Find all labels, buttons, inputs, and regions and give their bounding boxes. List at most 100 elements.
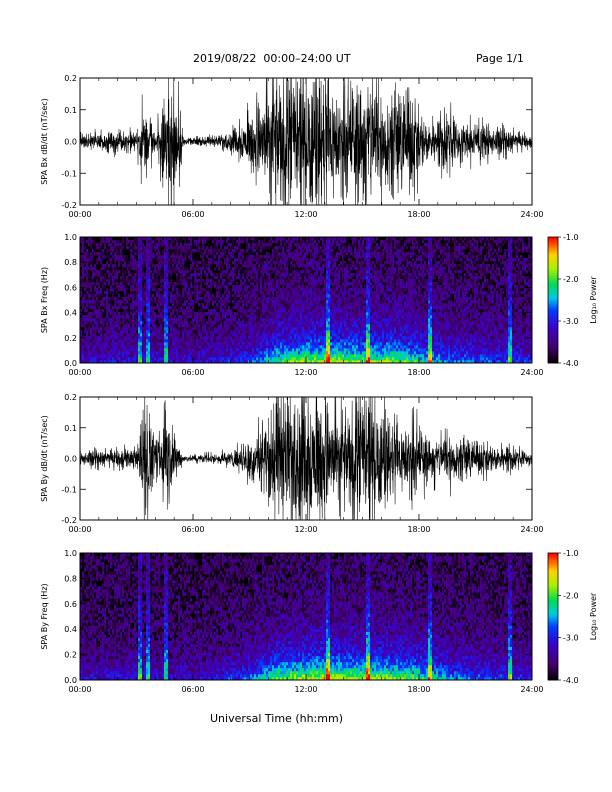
spectrogram-cell xyxy=(104,276,107,280)
spectrogram-cell xyxy=(82,282,85,286)
spectrogram-cell xyxy=(108,315,111,319)
spectrogram-cell xyxy=(82,261,85,265)
spectrogram-cell xyxy=(114,300,117,304)
spectrogram-cell xyxy=(128,246,131,250)
spectrogram-cell xyxy=(116,249,119,253)
spectrogram-cell xyxy=(82,264,85,268)
spectrogram-cell xyxy=(130,327,133,331)
spectrogram-cell xyxy=(98,255,101,259)
spectrogram-cell xyxy=(130,339,133,343)
spectrogram-cell xyxy=(132,354,135,358)
spectrogram-cell xyxy=(128,360,131,364)
spectrogram-cell xyxy=(84,315,87,319)
spectrogram-cell xyxy=(120,315,123,319)
spectrogram-cell xyxy=(122,237,125,241)
spectrogram-cell xyxy=(130,261,133,265)
spectrogram-cell xyxy=(82,318,85,322)
plot-frame xyxy=(79,77,533,206)
spectrogram-cell xyxy=(94,354,97,358)
spectrogram-cell xyxy=(104,255,107,259)
spectrogram-cell xyxy=(92,276,95,280)
spectrogram-cell xyxy=(100,303,103,307)
spectrogram-cell xyxy=(92,297,95,301)
spectrogram-cell xyxy=(96,252,99,256)
spectrogram-cell xyxy=(108,324,111,328)
spectrogram-cell xyxy=(120,288,123,292)
spectrogram-cell xyxy=(82,237,85,241)
spectrogram-cell xyxy=(94,285,97,289)
spectrogram-cell xyxy=(100,318,103,322)
spectrogram-cell xyxy=(104,333,107,337)
spectrogram-cell xyxy=(116,276,119,280)
spectrogram-cell xyxy=(98,318,101,322)
spectrogram-cell xyxy=(96,357,99,361)
spectrogram-cell xyxy=(94,267,97,271)
spectrogram-cell xyxy=(96,351,99,355)
spectrogram-cell xyxy=(126,270,129,274)
spectrogram-cell xyxy=(104,318,107,322)
spectrogram-cell xyxy=(116,339,119,343)
spectrogram-cell xyxy=(106,279,109,283)
spectrogram-cell xyxy=(88,357,91,361)
spectrogram-cell xyxy=(122,339,125,343)
spectrogram-cell xyxy=(98,321,101,325)
spectrogram-cell xyxy=(130,333,133,337)
spectrogram-cell xyxy=(96,348,99,352)
y-tick-label: -0.1 xyxy=(61,169,77,178)
spectrogram-cell xyxy=(96,297,99,301)
spectrogram-cell xyxy=(94,351,97,355)
spectrogram-cell xyxy=(138,306,141,310)
spectrogram-cell xyxy=(122,258,125,262)
spectrogram-cell xyxy=(102,309,105,313)
spectrogram-cell xyxy=(92,282,95,286)
spectrogram-cell xyxy=(120,282,123,286)
spectrogram-cell xyxy=(102,360,105,364)
spectrogram-cell xyxy=(124,273,127,277)
spectrogram-cell xyxy=(130,264,133,268)
spectrogram-cell xyxy=(140,348,143,352)
spectrogram-cell xyxy=(116,255,119,259)
spectrogram-cell xyxy=(96,279,99,283)
spectrogram-cell xyxy=(108,297,111,301)
spectrogram-cell xyxy=(128,330,131,334)
spectrogram-cell xyxy=(96,321,99,325)
spectrogram-cell xyxy=(134,348,137,352)
spectrogram-cell xyxy=(140,345,143,349)
spectrogram-cell xyxy=(106,309,109,313)
spectrogram-cell xyxy=(132,351,135,355)
spectrogram-cell xyxy=(134,357,137,361)
spectrogram-cell xyxy=(92,306,95,310)
spectrogram-cell xyxy=(136,327,139,331)
spectrogram-cell xyxy=(132,342,135,346)
spectrogram-cell xyxy=(86,348,89,352)
spectrogram-cell xyxy=(134,273,137,277)
spectrogram-cell xyxy=(90,276,93,280)
spectrogram-cell xyxy=(106,306,109,310)
spectrogram-cell xyxy=(112,354,115,358)
spectrogram-cell xyxy=(90,237,93,241)
spectrogram-cell xyxy=(118,318,121,322)
spectrogram-cell xyxy=(128,321,131,325)
spectrogram-cell xyxy=(112,279,115,283)
spectrogram-cell xyxy=(114,351,117,355)
spectrogram-cell xyxy=(132,357,135,361)
spectrogram-cell xyxy=(134,243,137,247)
spectrogram-cell xyxy=(126,354,129,358)
spectrogram-cell xyxy=(116,345,119,349)
spectrogram-cell xyxy=(134,252,137,256)
spectrogram-cell xyxy=(130,336,133,340)
spectrogram-cell xyxy=(124,309,127,313)
spectrogram-cell xyxy=(96,339,99,343)
spectrogram-cell xyxy=(102,255,105,259)
spectrogram-cell xyxy=(98,345,101,349)
spectrogram-cell xyxy=(114,312,117,316)
spectrogram-cell xyxy=(114,240,117,244)
spectrogram-cell xyxy=(138,261,141,265)
spectrogram-cell xyxy=(92,267,95,271)
spectrogram-cell xyxy=(108,330,111,334)
spectrogram-cell xyxy=(136,261,139,265)
spectrogram-cell xyxy=(104,282,107,286)
spectrogram-cell xyxy=(82,324,85,328)
spectrogram-cell xyxy=(130,240,133,244)
spectrogram-cell xyxy=(116,258,119,262)
